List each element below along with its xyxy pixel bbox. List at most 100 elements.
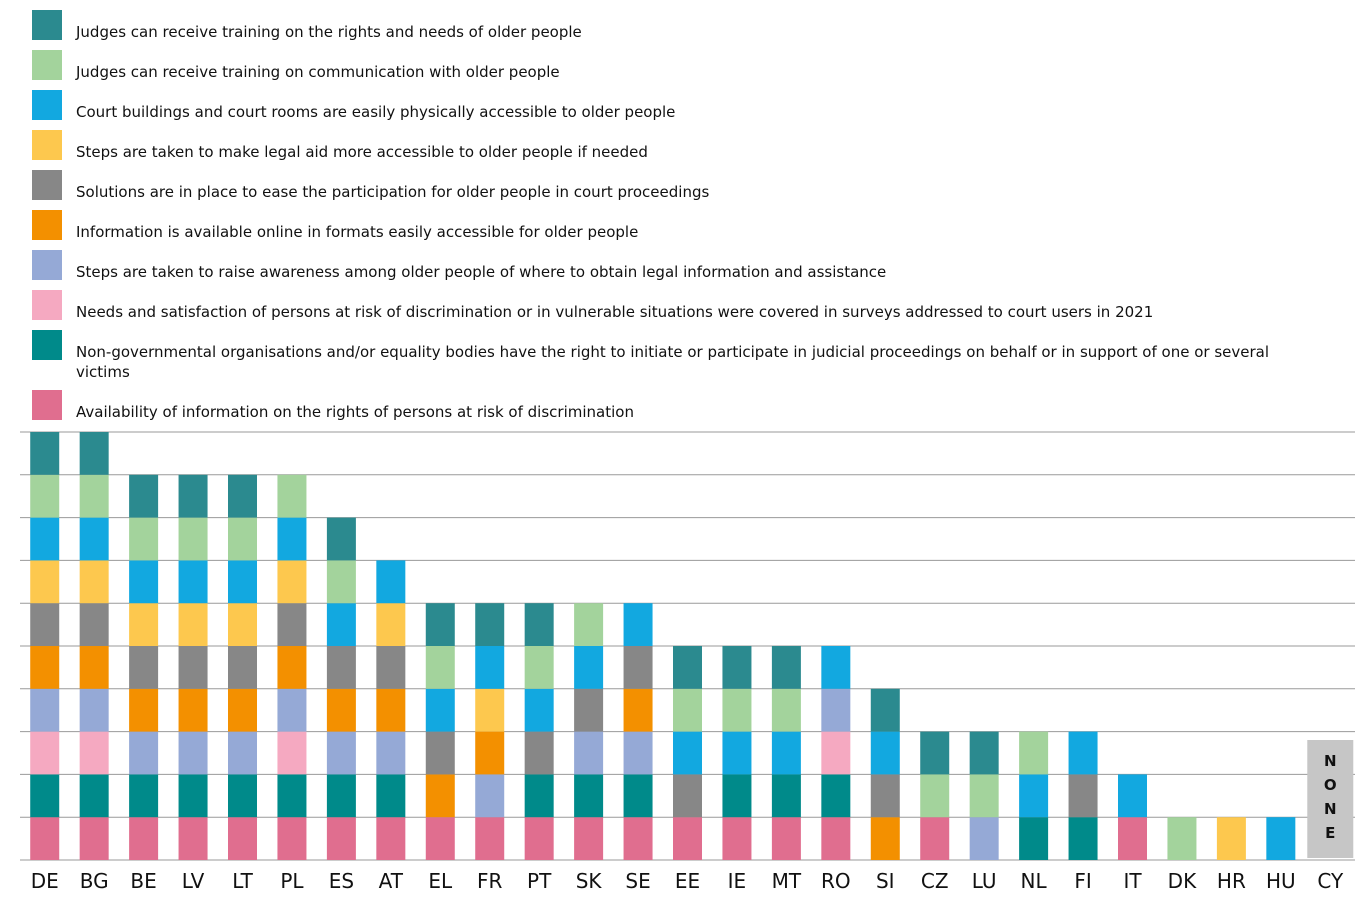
bar-segment (475, 774, 505, 818)
bar-segment (425, 817, 455, 860)
legend-label: Steps are taken to make legal aid more a… (76, 143, 648, 161)
bar-segment (425, 688, 455, 732)
bar-segment (326, 560, 356, 604)
bar-segment (376, 817, 406, 860)
annotation-box (1307, 740, 1354, 858)
bar-segment (129, 817, 159, 860)
bar-segment (277, 688, 307, 732)
bar-segment (475, 688, 505, 732)
bar-segment (376, 560, 406, 604)
bar-segment (821, 688, 851, 732)
legend-item: Court buildings and court rooms are easi… (32, 90, 1332, 122)
x-tick-label: HR (1217, 869, 1246, 893)
bar-segment (524, 731, 554, 775)
bar-segment (722, 817, 752, 860)
bar-segment (425, 731, 455, 775)
bar-segment (178, 731, 208, 775)
legend-item: Steps are taken to make legal aid more a… (32, 130, 1332, 162)
bar-segment (969, 731, 999, 775)
legend-swatch (32, 390, 62, 420)
bar-segment (129, 646, 159, 689)
bar-segment (475, 603, 505, 646)
bar-segment (475, 646, 505, 689)
legend-item: Information is available online in forma… (32, 210, 1332, 242)
bar-segment (771, 817, 801, 860)
bar-segment (228, 774, 257, 818)
legend-item: Judges can receive training on the right… (32, 10, 1332, 42)
x-tick-label: RO (821, 869, 851, 893)
bar-segment (821, 817, 851, 860)
bar-segment (228, 731, 257, 775)
x-tick-label: FI (1074, 869, 1091, 893)
x-tick-label: CY (1317, 869, 1344, 893)
bar-segment (475, 731, 505, 775)
legend-item: Availability of information on the right… (32, 390, 1332, 422)
x-tick-label: AT (379, 869, 404, 893)
bar-segment (79, 517, 109, 561)
bar-segment (1118, 774, 1147, 818)
x-tick-label: DK (1168, 869, 1197, 893)
bar-segment (129, 560, 159, 604)
x-tick-label: LU (972, 869, 997, 893)
bar-segment (574, 817, 604, 860)
bar-segment (673, 774, 702, 818)
bar-segment (524, 603, 554, 646)
bar-segment (574, 603, 604, 646)
bar-segment (771, 646, 801, 689)
bar-segment (524, 817, 554, 860)
legend-swatch (32, 210, 62, 240)
bar-segment (425, 774, 455, 818)
x-tick-label: MT (772, 869, 802, 893)
bar-segment (30, 774, 60, 818)
bar-segment (623, 731, 653, 775)
legend-swatch (32, 50, 62, 80)
bar-segment (178, 517, 208, 561)
bar-segment (30, 731, 60, 775)
bar-segment (821, 646, 851, 689)
bar-segment (30, 517, 60, 561)
bar-segment (178, 688, 208, 732)
legend-swatch (32, 10, 62, 40)
bar-segment (920, 817, 950, 860)
x-tick-label: SI (876, 869, 895, 893)
legend-label: Availability of information on the right… (76, 403, 634, 421)
legend-label: Needs and satisfaction of persons at ris… (76, 303, 1154, 321)
x-tick-label: DE (31, 869, 59, 893)
bar-segment (228, 688, 257, 732)
legend-label: Solutions are in place to ease the parti… (76, 183, 710, 201)
bar-segment (425, 646, 455, 689)
bar-segment (277, 603, 307, 646)
bar-segment (722, 731, 752, 775)
x-tick-label: SK (576, 869, 603, 893)
x-tick-label: SE (625, 869, 650, 893)
bar-segment (376, 731, 406, 775)
bar-segment (228, 474, 257, 518)
bar-segment (1019, 817, 1049, 860)
bar-segment (326, 817, 356, 860)
legend-label: Non-governmental organisations and/or eq… (76, 343, 1269, 381)
x-tick-label: FR (477, 869, 503, 893)
bar-segment (79, 688, 109, 732)
x-tick-label: HU (1266, 869, 1296, 893)
bar-segment (771, 688, 801, 732)
x-tick-label: PT (527, 869, 552, 893)
bar-segment (969, 817, 999, 860)
bar-segment (30, 474, 60, 518)
bar-segment (277, 646, 307, 689)
bar-segment (524, 646, 554, 689)
bar-segment (771, 731, 801, 775)
bar-segment (326, 731, 356, 775)
bar-segment (771, 774, 801, 818)
bar-segment (376, 774, 406, 818)
legend-item: Solutions are in place to ease the parti… (32, 170, 1332, 202)
bar-segment (1216, 817, 1246, 860)
bar-segment (969, 774, 999, 818)
bar-segment (1266, 817, 1296, 860)
x-tick-label: LT (232, 869, 253, 893)
legend-swatch (32, 170, 62, 200)
bar-segment (376, 688, 406, 732)
legend-swatch (32, 90, 62, 120)
bar-segment (920, 731, 950, 775)
